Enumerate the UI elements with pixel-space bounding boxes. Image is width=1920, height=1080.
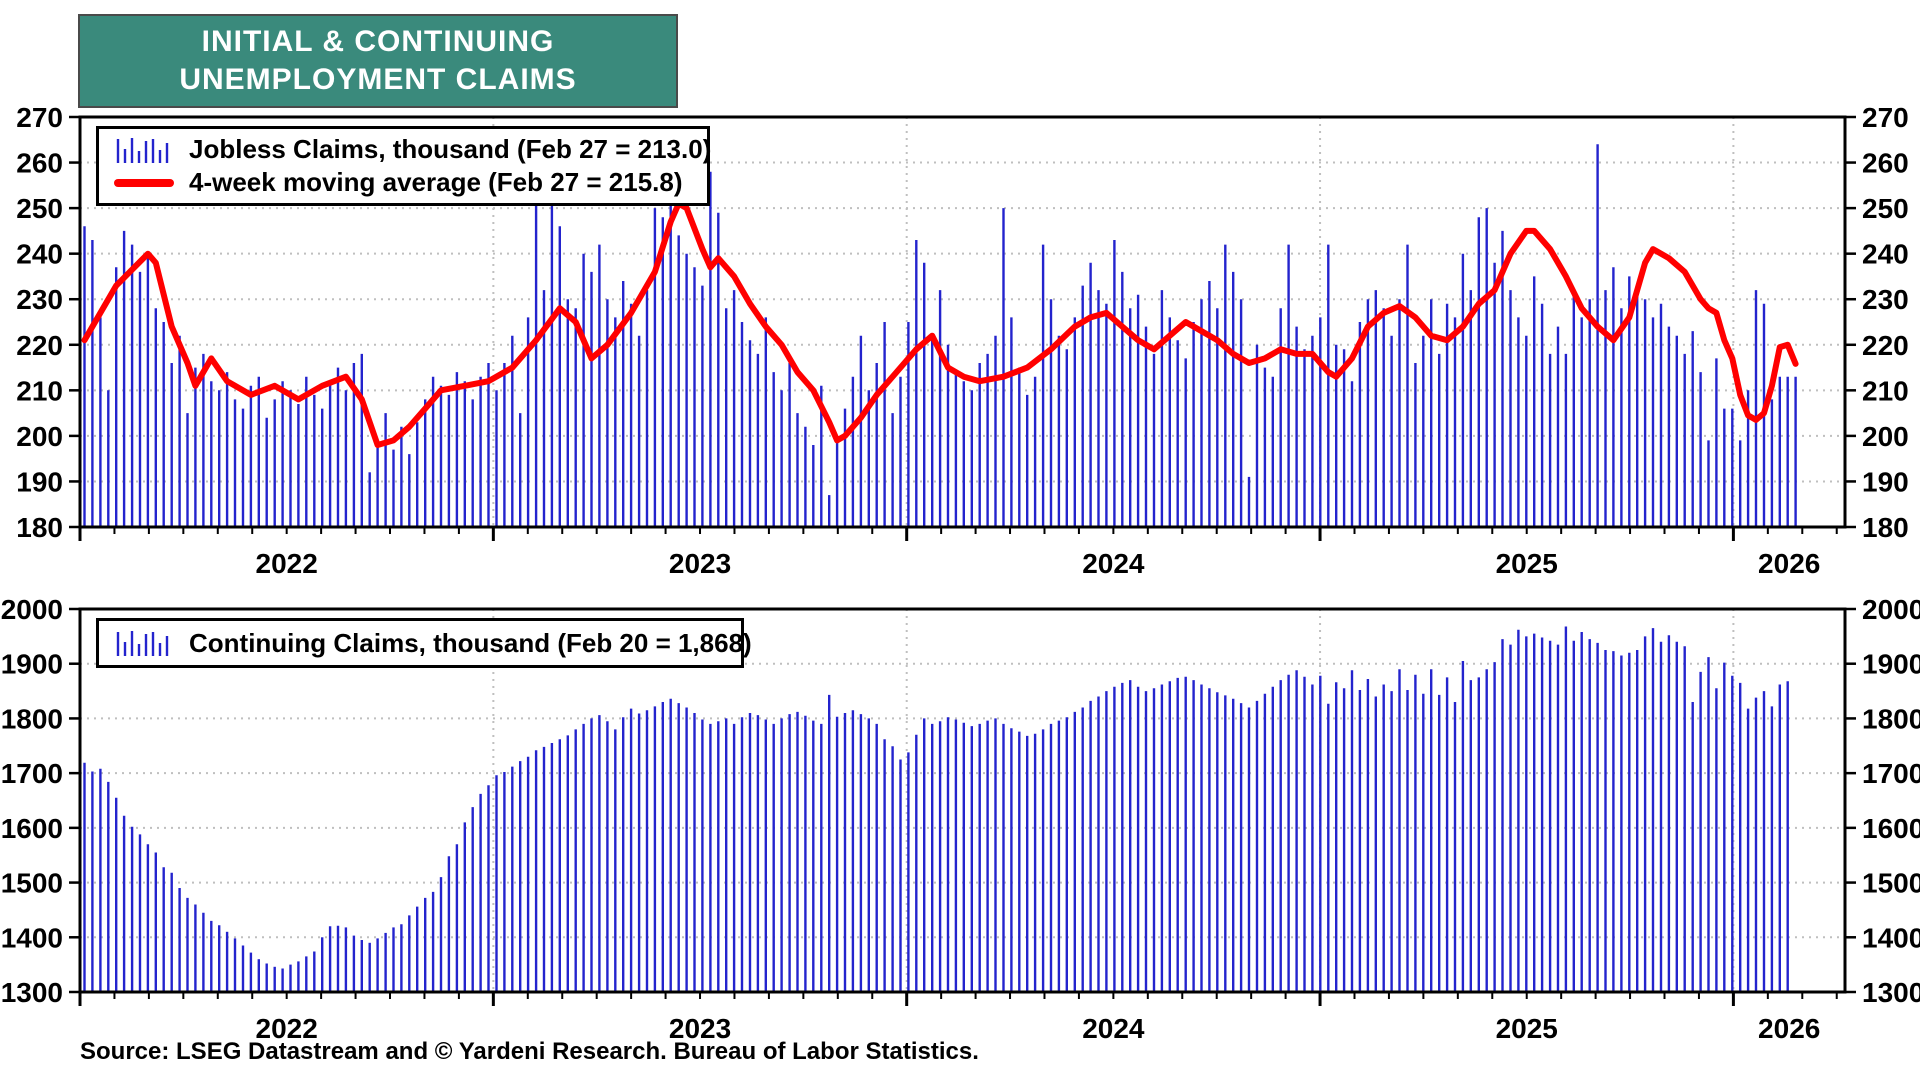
svg-text:2024: 2024 bbox=[1082, 548, 1145, 579]
legend-label-jobless: Jobless Claims, thousand (Feb 27 = 213.0… bbox=[189, 134, 712, 164]
svg-text:1800: 1800 bbox=[1, 703, 63, 734]
svg-text:270: 270 bbox=[1862, 102, 1909, 133]
svg-text:180: 180 bbox=[16, 512, 63, 543]
svg-text:2000: 2000 bbox=[1862, 594, 1920, 625]
chart-title-line1: INITIAL & CONTINUING bbox=[201, 25, 555, 58]
svg-text:1300: 1300 bbox=[1862, 977, 1920, 1008]
top-chart-legend: Jobless Claims, thousand (Feb 27 = 213.0… bbox=[96, 126, 711, 206]
bottom-chart-legend: Continuing Claims, thousand (Feb 20 = 1,… bbox=[96, 618, 752, 668]
source-text: Source: LSEG Datastream and © Yardeni Re… bbox=[80, 1038, 979, 1065]
svg-text:200: 200 bbox=[16, 421, 63, 452]
ma-line-swatch-icon bbox=[111, 168, 177, 198]
svg-text:240: 240 bbox=[1862, 239, 1909, 270]
svg-text:210: 210 bbox=[1862, 375, 1909, 406]
legend-row-moving-average: 4-week moving average (Feb 27 = 215.8) bbox=[111, 166, 695, 199]
svg-text:1500: 1500 bbox=[1862, 868, 1920, 899]
jobless-claims-panel: 180 180 190 190 200 200 210 210 220 220 230 230 240 2… bbox=[16, 102, 1908, 579]
continuing-claims-panel: 1300 1300 1400 1400 1500 1500 1600 1600 1700 1700… bbox=[1, 594, 1920, 1044]
svg-text:270: 270 bbox=[16, 102, 63, 133]
legend-row-jobless: Jobless Claims, thousand (Feb 27 = 213.0… bbox=[111, 133, 711, 166]
svg-text:240: 240 bbox=[16, 239, 63, 270]
svg-text:2024: 2024 bbox=[1082, 1013, 1145, 1044]
svg-text:260: 260 bbox=[16, 148, 63, 179]
legend-row-continuing: Continuing Claims, thousand (Feb 20 = 1,… bbox=[111, 625, 752, 661]
legend-label-moving-average: 4-week moving average (Feb 27 = 215.8) bbox=[189, 167, 683, 197]
svg-text:2022: 2022 bbox=[256, 1013, 318, 1044]
svg-text:1600: 1600 bbox=[1862, 813, 1920, 844]
svg-text:2023: 2023 bbox=[669, 1013, 731, 1044]
svg-text:1700: 1700 bbox=[1862, 758, 1920, 789]
svg-text:190: 190 bbox=[1862, 466, 1909, 497]
svg-text:1300: 1300 bbox=[1, 977, 63, 1008]
svg-text:1400: 1400 bbox=[1862, 922, 1920, 953]
svg-text:210: 210 bbox=[16, 375, 63, 406]
svg-text:1900: 1900 bbox=[1, 649, 63, 680]
bars-glyph-icon bbox=[111, 628, 177, 658]
svg-text:250: 250 bbox=[16, 193, 63, 224]
svg-text:1600: 1600 bbox=[1, 813, 63, 844]
svg-text:2026: 2026 bbox=[1758, 1013, 1820, 1044]
svg-text:1800: 1800 bbox=[1862, 703, 1920, 734]
svg-text:260: 260 bbox=[1862, 148, 1909, 179]
svg-text:1500: 1500 bbox=[1, 868, 63, 899]
svg-text:2023: 2023 bbox=[669, 548, 731, 579]
svg-text:230: 230 bbox=[1862, 284, 1909, 315]
chart-title-box: INITIAL & CONTINUING UNEMPLOYMENT CLAIMS bbox=[78, 14, 678, 108]
jobless-claims-ma-line bbox=[81, 200, 1799, 448]
svg-text:230: 230 bbox=[16, 284, 63, 315]
bars-glyph-icon bbox=[111, 135, 177, 165]
svg-text:180: 180 bbox=[1862, 512, 1909, 543]
svg-text:1700: 1700 bbox=[1, 758, 63, 789]
svg-text:2026: 2026 bbox=[1758, 548, 1820, 579]
continuing-claims-bars bbox=[83, 626, 1789, 991]
jobless-claims-bars bbox=[83, 144, 1797, 526]
svg-text:200: 200 bbox=[1862, 421, 1909, 452]
svg-text:220: 220 bbox=[1862, 330, 1909, 361]
svg-text:2025: 2025 bbox=[1496, 1013, 1558, 1044]
legend-label-continuing: Continuing Claims, thousand (Feb 20 = 1,… bbox=[189, 627, 752, 658]
svg-text:1400: 1400 bbox=[1, 922, 63, 953]
svg-text:190: 190 bbox=[16, 466, 63, 497]
svg-text:2025: 2025 bbox=[1496, 548, 1558, 579]
svg-text:1900: 1900 bbox=[1862, 649, 1920, 680]
svg-text:250: 250 bbox=[1862, 193, 1909, 224]
chart-title-line2: UNEMPLOYMENT CLAIMS bbox=[179, 63, 577, 96]
svg-text:2022: 2022 bbox=[256, 548, 318, 579]
svg-text:2000: 2000 bbox=[1, 594, 63, 625]
svg-text:220: 220 bbox=[16, 330, 63, 361]
